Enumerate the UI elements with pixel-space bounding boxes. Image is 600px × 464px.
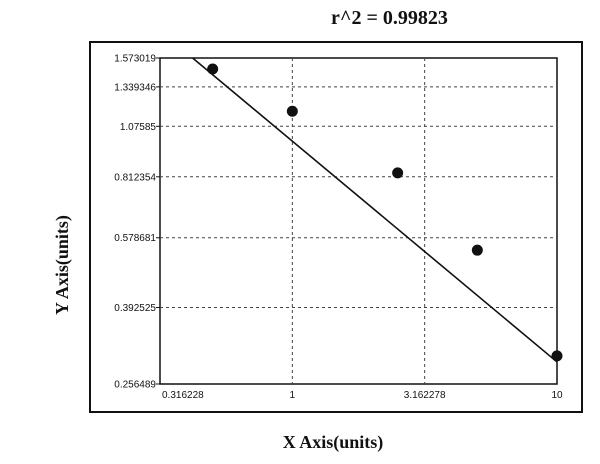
y-tick-label: 0.256489: [114, 380, 156, 391]
y-axis-title: Y Axis(units): [52, 215, 73, 315]
data-points-layer: [207, 63, 563, 362]
grid-layer: [160, 58, 557, 384]
x-tick-label: 3.162278: [404, 390, 446, 401]
y-tick-labels: 1.573019 1.339346 1.07585 0.812354 0.578681 0…: [114, 54, 160, 391]
data-point: [471, 244, 483, 256]
plot-area: [159, 57, 558, 385]
y-tick-label: 0.578681: [114, 233, 156, 244]
y-tick-label: 1.339346: [114, 82, 156, 93]
r-squared-annotation: r^2 = 0.99823: [331, 7, 448, 29]
fit-line: [192, 57, 558, 363]
data-point: [286, 105, 298, 117]
data-point: [551, 350, 563, 362]
y-tick-label: 1.573019: [114, 54, 156, 65]
x-tick-label: 1: [290, 390, 296, 401]
fit-line-layer: [192, 57, 558, 363]
data-point: [207, 63, 219, 75]
x-tick-labels: 0.316228 1 3.162278 10: [162, 390, 563, 401]
x-tick-label: 0.316228: [162, 390, 204, 401]
x-tick-label: 10: [551, 390, 563, 401]
x-axis-title: X Axis(units): [283, 432, 384, 453]
y-tick-label: 1.07585: [120, 122, 157, 133]
y-tick-label: 0.812354: [114, 172, 156, 183]
chart-frame: [89, 41, 583, 413]
data-point: [392, 167, 404, 179]
y-tick-label: 0.392525: [114, 303, 156, 314]
